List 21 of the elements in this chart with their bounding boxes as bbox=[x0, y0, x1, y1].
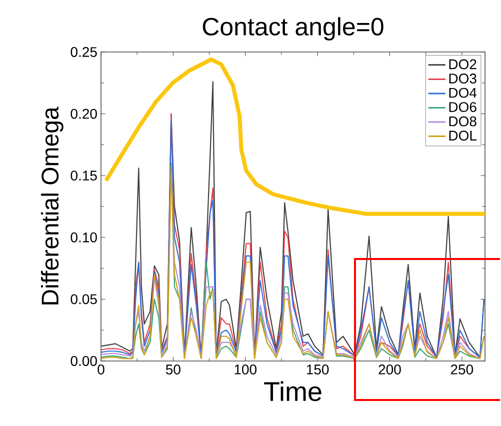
x-tick-label: 50 bbox=[166, 364, 180, 374]
x-axis-title: Time bbox=[264, 381, 322, 402]
x-tick-label: 0 bbox=[98, 364, 104, 374]
legend-label: DO8 bbox=[449, 116, 476, 126]
y-tick-label: 0.20 bbox=[70, 108, 97, 119]
x-tick-label: 250 bbox=[450, 364, 474, 374]
y-tick-label: 0.25 bbox=[70, 47, 97, 57]
x-tick-label: 100 bbox=[234, 364, 256, 374]
chart-title: Contact angle=0 bbox=[202, 17, 384, 40]
legend-label: DO4 bbox=[449, 88, 477, 98]
y-tick-label: 0.05 bbox=[70, 294, 97, 304]
legend-label: DO2 bbox=[449, 59, 476, 70]
legend-label: DO6 bbox=[449, 102, 476, 112]
y-tick-label: 0.15 bbox=[70, 170, 97, 181]
y-tick-label: 0.10 bbox=[70, 232, 97, 242]
legend-label: DO3 bbox=[449, 74, 476, 84]
y-axis-title: Differential Omega bbox=[40, 106, 64, 304]
x-tick-label: 150 bbox=[306, 364, 329, 374]
y-tick-label: 0.00 bbox=[70, 356, 97, 366]
x-tick-label: 200 bbox=[378, 364, 401, 374]
legend-label: DOL bbox=[449, 130, 476, 141]
